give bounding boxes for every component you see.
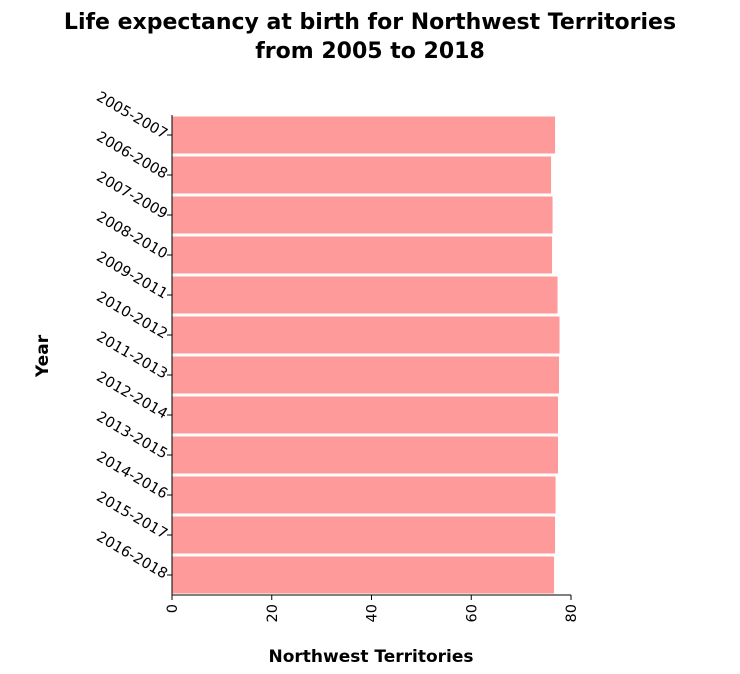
bar-2010-2012 <box>172 316 560 354</box>
bar-2007-2009 <box>172 196 553 234</box>
bar-2015-2017 <box>172 516 556 554</box>
x-tick-label: 40 <box>365 604 381 622</box>
bar-2014-2016 <box>172 476 556 514</box>
bar-2016-2018 <box>172 556 555 594</box>
bar-2012-2014 <box>172 396 559 434</box>
y-axis-title: Year <box>33 334 53 378</box>
bar-2006-2008 <box>172 156 552 194</box>
chart-title-line-1: Life expectancy at birth for Northwest T… <box>63 10 677 35</box>
bar-2008-2010 <box>172 236 553 274</box>
chart-title: Life expectancy at birth for Northwest T… <box>0 8 740 66</box>
x-tick-label: 0 <box>165 604 181 613</box>
bar-2011-2013 <box>172 356 560 394</box>
chart-title-line-2: from 2005 to 2018 <box>255 39 485 64</box>
bar-2005-2007 <box>172 116 556 154</box>
bars-group <box>172 116 560 594</box>
bar-2013-2015 <box>172 436 559 474</box>
bar-2009-2011 <box>172 276 558 314</box>
x-axis-title: Northwest Territories <box>268 647 473 667</box>
x-tick-label: 20 <box>265 604 281 622</box>
x-tick-label: 80 <box>564 604 580 622</box>
x-tick-label: 60 <box>464 604 480 622</box>
